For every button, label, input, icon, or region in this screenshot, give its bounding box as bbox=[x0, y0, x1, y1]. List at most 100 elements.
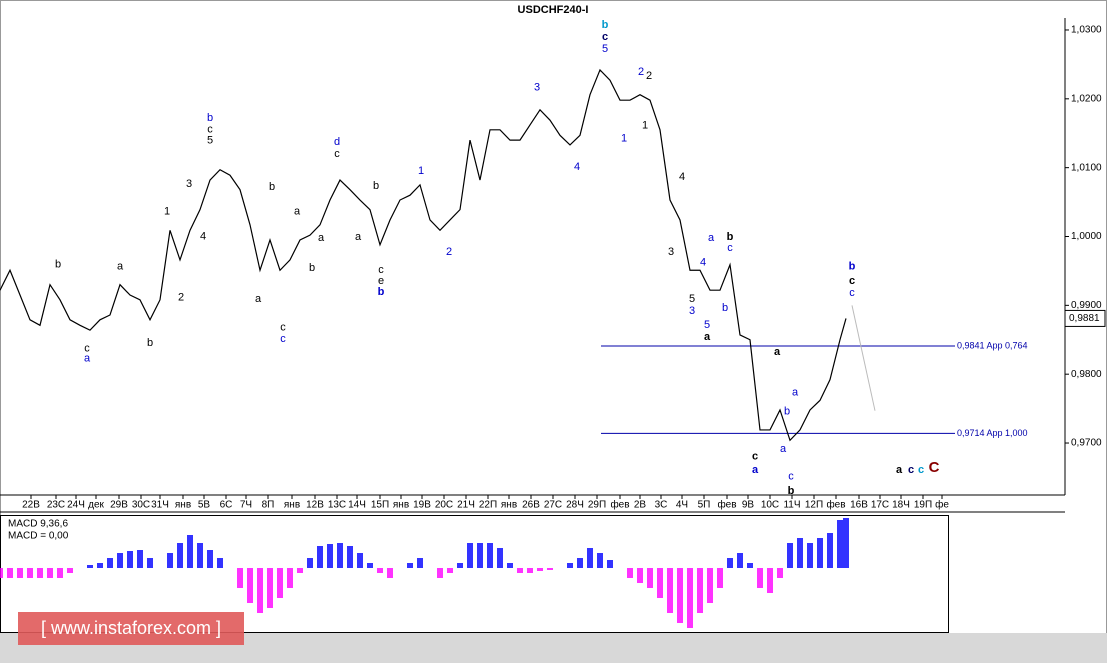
macd-bar bbox=[247, 568, 253, 603]
macd-bar bbox=[647, 568, 653, 588]
x-tick-label: янв bbox=[501, 500, 517, 511]
x-tick-label: 19П bbox=[914, 500, 932, 511]
macd-bar bbox=[257, 568, 263, 613]
wave-label: b bbox=[722, 302, 728, 314]
wave-label: c bbox=[207, 124, 213, 136]
macd-bar bbox=[497, 548, 503, 568]
wave-label: b bbox=[207, 112, 213, 124]
macd-bar bbox=[147, 558, 153, 568]
x-tick-label: фев bbox=[826, 499, 845, 511]
x-tick-label: 30С bbox=[132, 500, 150, 511]
wave-label: a bbox=[752, 464, 759, 476]
watermark-bg bbox=[18, 612, 244, 645]
wave-label: a bbox=[708, 232, 715, 244]
macd-bar bbox=[67, 568, 73, 573]
macd-bar bbox=[487, 543, 493, 568]
y-tick-label: 1,0000 bbox=[1071, 231, 1102, 242]
x-tick-label: 16В bbox=[850, 500, 868, 511]
macd-bar bbox=[287, 568, 293, 588]
wave-label: a bbox=[294, 206, 301, 218]
wave-label: 5 bbox=[689, 293, 695, 305]
macd-bar bbox=[387, 568, 393, 578]
macd-bar bbox=[7, 568, 13, 578]
x-tick-label: 12П bbox=[805, 500, 823, 511]
wave-label: C bbox=[929, 459, 940, 476]
wave-label: b bbox=[849, 261, 856, 273]
macd-bar bbox=[697, 568, 703, 613]
x-tick-label: 14Ч bbox=[348, 500, 366, 511]
macd-bar bbox=[297, 568, 303, 573]
x-tick-label: 22П bbox=[479, 500, 497, 511]
trend-line bbox=[851, 305, 876, 411]
x-tick-label: 15П bbox=[371, 500, 389, 511]
wave-label: 4 bbox=[679, 171, 685, 183]
x-tick-label: 5П bbox=[698, 500, 711, 511]
x-tick-label: 13С bbox=[328, 500, 346, 511]
macd-bar bbox=[817, 538, 823, 568]
x-tick-label: 24Ч bbox=[67, 500, 85, 511]
macd-bar bbox=[477, 543, 483, 568]
level-label: 0,9714 App 1,000 bbox=[957, 428, 1028, 438]
x-tick-label: 17С bbox=[871, 500, 889, 511]
wave-label: b bbox=[602, 19, 609, 31]
wave-label: 4 bbox=[700, 257, 706, 269]
watermark-text: [ www.instaforex.com ] bbox=[41, 618, 221, 638]
level-label: 0,9841 App 0,764 bbox=[957, 340, 1028, 350]
macd-bar bbox=[467, 543, 473, 568]
macd-bar bbox=[347, 546, 353, 568]
wave-label: b bbox=[269, 181, 275, 193]
macd-bar bbox=[437, 568, 443, 578]
wave-label: 5 bbox=[207, 135, 213, 147]
wave-label: b bbox=[784, 405, 790, 417]
macd-bar bbox=[197, 543, 203, 568]
wave-label: a bbox=[117, 261, 124, 273]
wave-label: b bbox=[373, 180, 379, 192]
wave-label: 2 bbox=[446, 246, 452, 258]
macd-bar bbox=[843, 518, 849, 568]
macd-bar bbox=[357, 553, 363, 568]
y-tick-label: 0,9800 bbox=[1071, 369, 1102, 380]
macd-bar bbox=[757, 568, 763, 588]
macd-bar bbox=[37, 568, 43, 578]
wave-label: a bbox=[355, 231, 362, 243]
macd-bar bbox=[407, 563, 413, 568]
wave-label: a bbox=[896, 464, 903, 476]
wave-label: c bbox=[602, 31, 608, 43]
macd-bar bbox=[127, 551, 133, 568]
x-tick-label: 28Ч bbox=[566, 500, 584, 511]
macd-bar bbox=[787, 543, 793, 568]
wave-label: d bbox=[334, 136, 340, 148]
wave-label: 1 bbox=[621, 133, 627, 145]
x-tick-label: 20С bbox=[435, 500, 453, 511]
x-tick-label: дек bbox=[88, 500, 104, 511]
macd-bar bbox=[217, 558, 223, 568]
macd-bar bbox=[627, 568, 633, 578]
wave-label: a bbox=[774, 346, 781, 358]
x-tick-label: 21Ч bbox=[457, 500, 475, 511]
macd-bar bbox=[737, 553, 743, 568]
x-tick-label: 9В bbox=[742, 500, 755, 511]
macd-bar bbox=[767, 568, 773, 593]
macd-bar bbox=[507, 563, 513, 568]
wave-label: e bbox=[378, 275, 384, 287]
x-tick-label: фев bbox=[717, 499, 736, 511]
macd-bar bbox=[377, 568, 383, 573]
x-tick-label: 8П bbox=[262, 500, 275, 511]
macd-bar bbox=[777, 568, 783, 578]
x-tick-label: янв bbox=[284, 500, 300, 511]
wave-label: a bbox=[318, 232, 325, 244]
wave-label: a bbox=[780, 443, 787, 455]
wave-label: a bbox=[704, 331, 711, 343]
macd-bar bbox=[807, 543, 813, 568]
wave-label: c bbox=[752, 451, 758, 463]
wave-label: 2 bbox=[178, 292, 184, 304]
wave-label: 4 bbox=[574, 161, 580, 173]
x-tick-label: фе bbox=[935, 499, 949, 511]
macd-bar bbox=[277, 568, 283, 598]
wave-label: a bbox=[792, 387, 799, 399]
macd-bar bbox=[797, 538, 803, 568]
macd-bar bbox=[667, 568, 673, 613]
wave-label: c bbox=[849, 287, 855, 299]
wave-label: b bbox=[309, 262, 315, 274]
macd-bar bbox=[87, 565, 93, 568]
